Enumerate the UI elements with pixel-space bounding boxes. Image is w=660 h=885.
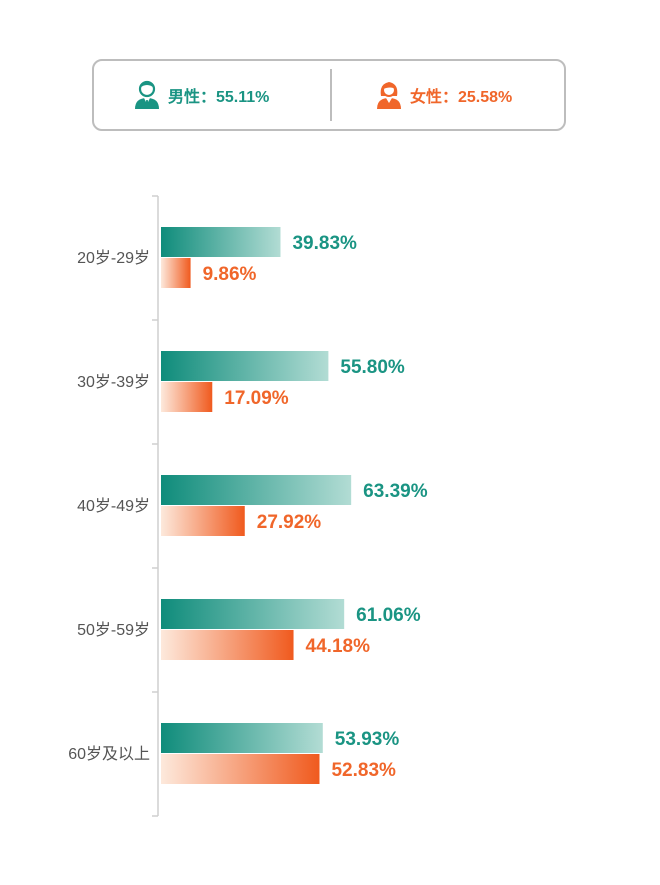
- male-bar: [161, 351, 329, 381]
- male-bar: [161, 475, 352, 505]
- legend-female-label: 女性：25.58%: [410, 89, 513, 106]
- female-user-icon: [377, 82, 401, 109]
- legend-box: 男性：55.11% 女性：25.58%: [92, 59, 566, 131]
- category-labels: 20岁-29岁 30岁-39岁 40岁-49岁 50岁-59岁 60岁及以上: [68, 249, 150, 763]
- male-value-label: 63.39%: [363, 481, 428, 502]
- female-value-label: 17.09%: [224, 388, 289, 409]
- female-value-label: 9.86%: [203, 264, 257, 285]
- legend-female: 女性：25.58%: [376, 61, 512, 129]
- male-value-label: 55.80%: [340, 357, 405, 378]
- category-label: 30岁-39岁: [77, 373, 150, 391]
- female-bar: [161, 382, 213, 412]
- legend-male: 男性：55.11%: [134, 61, 269, 129]
- chart-bars: [161, 227, 352, 784]
- data-labels: 39.83% 9.86% 55.80% 17.09% 63.39% 27.92% 61.06…: [203, 233, 428, 781]
- chart-axis: [152, 195, 159, 817]
- male-bar: [161, 723, 323, 753]
- female-bar: [161, 630, 294, 660]
- legend-male-label: 男性：55.11%: [168, 89, 270, 106]
- category-label: 40岁-49岁: [77, 497, 150, 515]
- male-value-label: 39.83%: [292, 233, 357, 254]
- male-user-icon: [135, 80, 159, 109]
- female-value-label: 27.92%: [257, 512, 322, 533]
- category-label: 60岁及以上: [68, 745, 150, 763]
- category-label: 20岁-29岁: [77, 249, 150, 267]
- legend-divider: [330, 69, 332, 121]
- female-value-label: 52.83%: [331, 760, 396, 781]
- female-bar: [161, 506, 245, 536]
- male-bar: [161, 599, 345, 629]
- female-bar: [161, 754, 320, 784]
- female-value-label: 44.18%: [306, 636, 371, 657]
- male-value-label: 53.93%: [335, 729, 400, 750]
- female-bar: [161, 258, 191, 288]
- male-value-label: 61.06%: [356, 605, 421, 626]
- category-label: 50岁-59岁: [77, 621, 150, 639]
- male-bar: [161, 227, 281, 257]
